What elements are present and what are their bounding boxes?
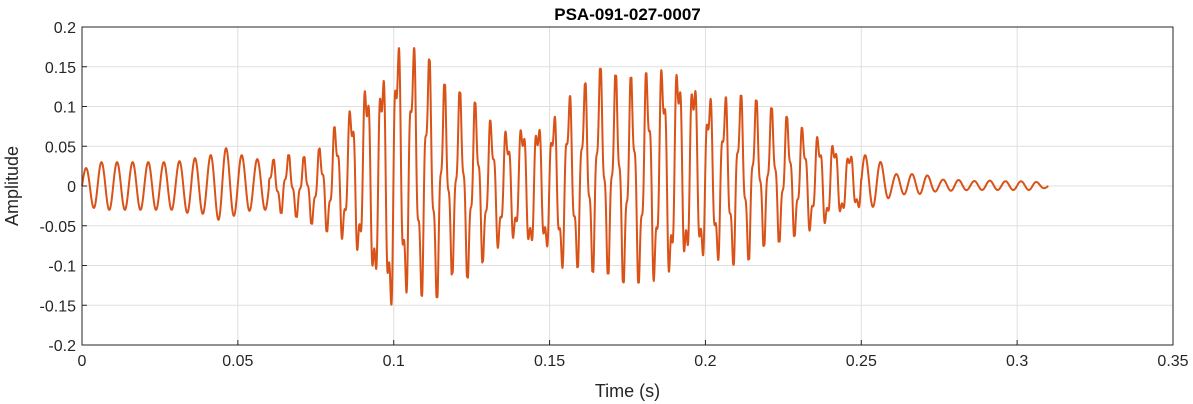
y-tick-label: 0.2 [54,20,76,37]
y-tick-label: 0.1 [54,100,76,117]
y-tick-label: -0.2 [48,338,76,355]
x-tick-label: 0.2 [694,353,716,370]
y-axis: -0.2 -0.15 -0.1 -0.05 0 0.05 0.1 0.15 0.2 [40,20,87,355]
x-tick-label: 0.1 [383,353,405,370]
signal-line [81,47,1050,306]
y-tick-label: 0.15 [45,60,76,77]
x-tick-label: 0.35 [1157,353,1188,370]
y-tick-label: 0.05 [45,139,76,156]
x-axis: 0 0.05 0.1 0.15 0.2 0.25 0.3 0.35 [78,340,1189,370]
x-axis-label: Time (s) [595,381,660,401]
y-tick-label: 0 [67,179,76,196]
x-tick-label: 0.05 [222,353,253,370]
x-tick-label: 0 [78,353,87,370]
x-tick-label: 0.15 [534,353,565,370]
x-tick-label: 0.25 [846,353,877,370]
x-tick-label: 0.3 [1006,353,1028,370]
y-tick-label: -0.1 [48,259,76,276]
chart-title: PSA-091-027-0007 [554,5,700,24]
y-axis-label: Amplitude [2,146,22,226]
plot-area [81,47,1050,306]
y-tick-label: -0.15 [40,298,77,315]
y-tick-label: -0.05 [40,219,77,236]
